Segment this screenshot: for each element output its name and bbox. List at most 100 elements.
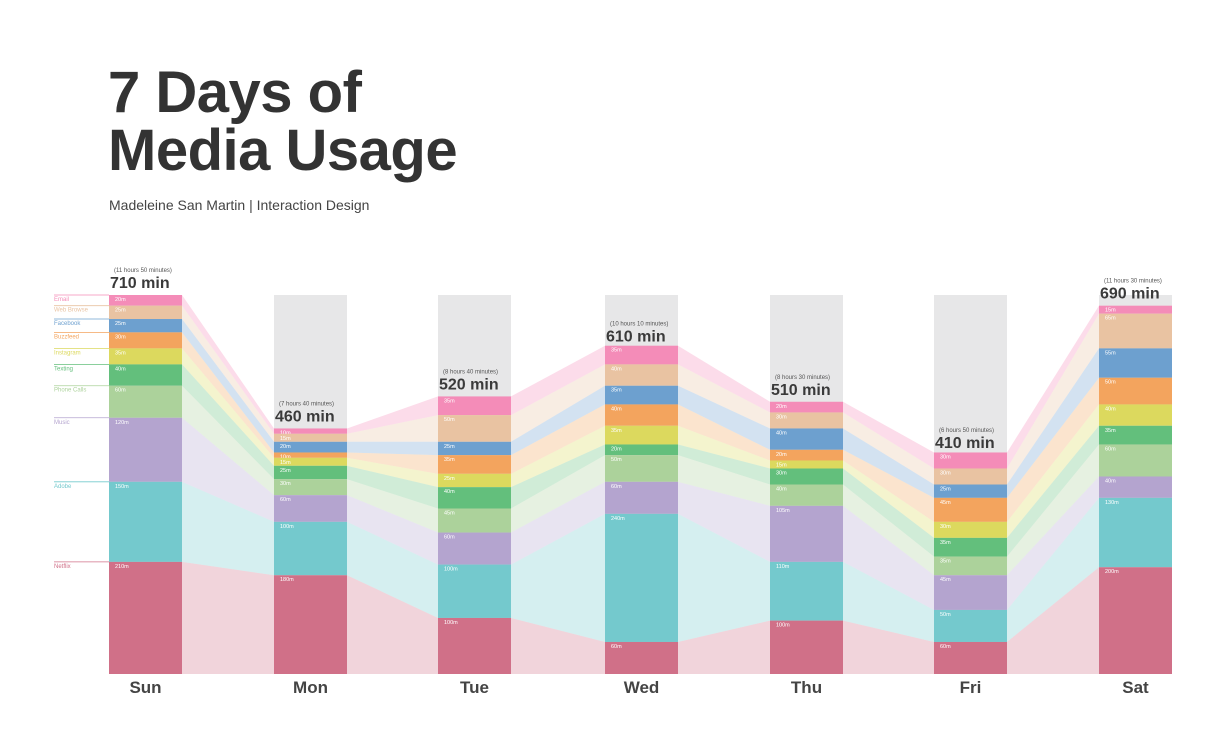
segment-label: 210m (115, 564, 129, 570)
segment-label: 40m (611, 406, 622, 412)
bar-segment-sat-texting (1099, 425, 1172, 445)
segment-label: 60m (940, 644, 951, 650)
bar-segment-tue-buzzfeed (438, 455, 511, 474)
bar-segment-fri-music (934, 575, 1007, 610)
segment-label: 40m (444, 489, 455, 495)
bar-segment-wed-music (605, 481, 678, 514)
segment-label: 30m (115, 334, 126, 340)
flow-band-netflix-4 (843, 620, 934, 674)
bar-segment-mon-phone-calls (274, 479, 347, 496)
total-label: 710 min (110, 275, 170, 292)
bar-segment-thu-adobe (770, 561, 843, 621)
bar-segment-tue-facebook (438, 441, 511, 456)
segment-label: 240m (611, 516, 625, 522)
flow-band-instagram-4 (843, 460, 934, 538)
flow-band-web-browse-3 (678, 364, 770, 429)
flow-band-facebook-4 (843, 428, 934, 498)
flow-band-buzzfeed-1 (347, 452, 438, 474)
total-label: 520 min (439, 376, 499, 393)
segment-label: 20m (776, 452, 787, 458)
segment-label: 20m (115, 297, 126, 303)
flow-band-email-4 (843, 401, 934, 469)
bar-segment-mon-email (274, 428, 347, 434)
bar-segment-sun-buzzfeed (109, 332, 182, 349)
bar-segment-thu-facebook (770, 428, 843, 450)
segment-label: 100m (444, 620, 458, 626)
segment-label: 130m (1105, 500, 1119, 506)
bar-segment-tue-phone-calls (438, 508, 511, 533)
bar-segment-wed-web-browse (605, 364, 678, 386)
segment-label: 200m (1105, 569, 1119, 575)
flow-band-buzzfeed-4 (843, 449, 934, 522)
bar-segment-sun-texting (109, 364, 182, 386)
segment-label: 60m (611, 484, 622, 490)
flow-band-instagram-5 (1007, 404, 1099, 538)
flow-band-music-3 (678, 481, 770, 562)
segment-label: 105m (776, 508, 790, 514)
segment-label: 15m (280, 436, 291, 442)
flow-band-texting-2 (511, 444, 605, 509)
flow-band-facebook-3 (678, 385, 770, 450)
total-label: 510 min (771, 382, 831, 399)
flow-band-netflix-1 (347, 575, 438, 674)
total-sublabel: (10 hours 10 minutes) (610, 321, 668, 327)
segment-label: 25m (115, 308, 126, 314)
bar-segment-thu-email (770, 401, 843, 413)
flow-band-buzzfeed-5 (1007, 377, 1099, 522)
bar-segment-thu-instagram (770, 460, 843, 469)
x-tick-label: Thu (791, 678, 822, 697)
legend-label-phone-calls: Phone Calls (54, 388, 86, 394)
bar-segment-fri-facebook (934, 484, 1007, 498)
bar-segment-thu-phone-calls (770, 484, 843, 506)
segment-label: 100m (280, 524, 294, 530)
title-line-2: Media Usage (108, 118, 458, 183)
flow-band-instagram-0 (182, 348, 274, 466)
segment-label: 40m (1105, 406, 1116, 412)
segment-label: 15m (776, 462, 787, 468)
bar-segment-fri-netflix (934, 641, 1007, 674)
bar-segment-fri-adobe (934, 609, 1007, 642)
segment-label: 40m (115, 366, 126, 372)
segment-label: 35m (444, 457, 455, 463)
flow-band-phone-calls-2 (511, 455, 605, 533)
x-tick-label: Tue (460, 678, 489, 697)
flow-band-web-browse-0 (182, 305, 274, 442)
segment-label: 40m (776, 430, 787, 436)
bar-segment-tue-netflix (438, 617, 511, 674)
bar-segment-sat-facebook (1099, 348, 1172, 378)
bar-segment-wed-email (605, 345, 678, 365)
bar-segment-mon-web-browse (274, 433, 347, 442)
bar-segment-wed-buzzfeed (605, 404, 678, 426)
legend-label-adobe: Adobe (54, 484, 72, 490)
bar-segment-wed-adobe (605, 513, 678, 642)
bar-segment-mon-netflix (274, 575, 347, 674)
flow-band-email-0 (182, 295, 274, 434)
segment-label: 35m (611, 428, 622, 434)
flow-band-email-3 (678, 345, 770, 413)
segment-label: 35m (1105, 428, 1116, 434)
bar-segment-wed-facebook (605, 385, 678, 405)
bar-segment-sat-phone-calls (1099, 444, 1172, 477)
segment-label: 10m (280, 430, 291, 436)
flow-band-web-browse-5 (1007, 313, 1099, 485)
bar-segment-fri-email (934, 452, 1007, 469)
segment-label: 120m (115, 420, 129, 426)
flow-band-facebook-1 (347, 441, 438, 456)
total-sublabel: (8 hours 40 minutes) (443, 369, 498, 375)
flow-band-music-2 (511, 481, 605, 565)
total-label: 410 min (935, 435, 995, 452)
segment-label: 60m (444, 535, 455, 541)
flow-band-web-browse-1 (347, 415, 438, 442)
legend-label-instagram: Instagram (54, 350, 81, 356)
segment-label: 20m (280, 444, 291, 450)
flow-band-texting-1 (347, 465, 438, 509)
x-tick-label: Mon (293, 678, 328, 697)
segment-label: 25m (444, 444, 455, 450)
segment-label: 35m (611, 348, 622, 354)
flow-band-web-browse-2 (511, 364, 605, 442)
bar-segment-sat-web-browse (1099, 313, 1172, 349)
segment-label: 35m (940, 540, 951, 546)
bar-segment-thu-netflix (770, 620, 843, 674)
bar-segment-fri-instagram (934, 521, 1007, 538)
bar-segment-thu-buzzfeed (770, 449, 843, 461)
